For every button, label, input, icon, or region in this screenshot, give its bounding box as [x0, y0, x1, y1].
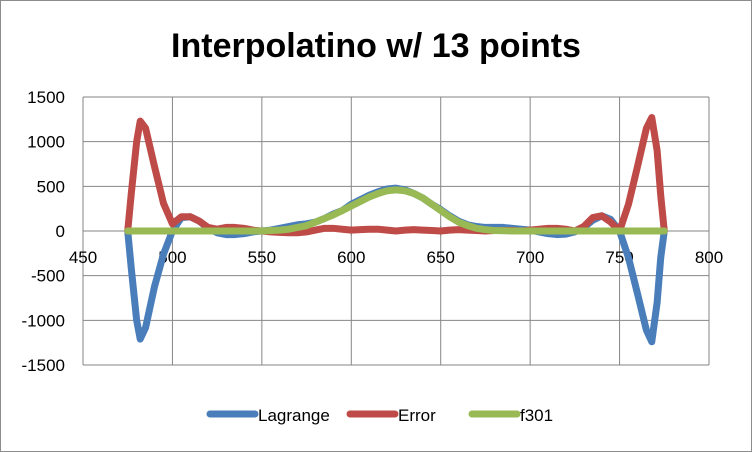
legend-label-error: Error	[398, 406, 436, 425]
series-line-lagrange	[124, 184, 668, 346]
y-tick-label: -500	[31, 267, 65, 286]
y-axis-ticks: 1500 1000 500 0 -500 -1000 -1500	[22, 88, 65, 375]
series-lines	[124, 114, 668, 346]
y-tick-label: 500	[37, 177, 65, 196]
x-tick-label: 550	[248, 248, 276, 267]
y-tick-label: 1000	[27, 133, 65, 152]
x-tick-label: 600	[337, 248, 365, 267]
x-tick-label: 650	[427, 248, 455, 267]
legend: Lagrange Error f301	[206, 406, 553, 425]
x-tick-label: 700	[516, 248, 544, 267]
legend-label-lagrange: Lagrange	[258, 406, 330, 425]
x-tick-label: 450	[69, 248, 97, 267]
series-line-error	[124, 114, 668, 237]
chart-title: Interpolatino w/ 13 points	[171, 27, 581, 65]
x-tick-label: 800	[695, 248, 723, 267]
series-line-f301	[124, 186, 668, 235]
legend-label-f301: f301	[520, 406, 553, 425]
y-tick-label: -1000	[22, 311, 65, 330]
y-tick-label: -1500	[22, 356, 65, 375]
y-tick-label: 1500	[27, 88, 65, 107]
y-tick-label: 0	[56, 222, 65, 241]
